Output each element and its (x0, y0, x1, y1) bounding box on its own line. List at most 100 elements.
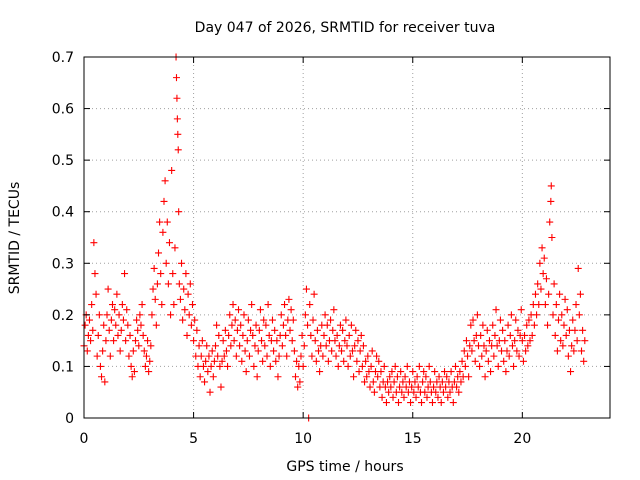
data-point (168, 166, 176, 174)
data-point (159, 228, 167, 236)
data-point (441, 368, 449, 376)
data-point (538, 244, 546, 252)
data-point (437, 399, 445, 407)
data-point (225, 331, 233, 339)
data-point (275, 352, 283, 360)
data-point (91, 270, 99, 278)
data-point (425, 362, 433, 370)
data-point (327, 316, 335, 324)
data-point (368, 347, 376, 355)
data-point (104, 285, 112, 293)
data-point (388, 368, 396, 376)
data-point (331, 337, 339, 345)
data-point (142, 352, 150, 360)
data-point (254, 347, 262, 355)
data-point (201, 378, 209, 386)
data-point (127, 362, 135, 370)
data-point (236, 342, 244, 350)
data-point (216, 362, 224, 370)
data-point (363, 373, 371, 381)
data-point (562, 331, 570, 339)
data-point (271, 326, 279, 334)
data-point (195, 342, 203, 350)
data-point (101, 378, 109, 386)
data-point (335, 342, 343, 350)
data-point (530, 321, 538, 329)
data-point (521, 331, 529, 339)
data-point (140, 347, 148, 355)
data-point (302, 285, 310, 293)
data-point (370, 388, 378, 396)
data-point (308, 352, 316, 360)
data-point (87, 337, 95, 345)
data-point (299, 362, 307, 370)
data-point (169, 270, 177, 278)
data-point (231, 316, 239, 324)
data-point (341, 337, 349, 345)
data-point (428, 399, 436, 407)
data-point (293, 357, 301, 365)
data-point (418, 399, 426, 407)
data-point (243, 337, 251, 345)
data-point (319, 352, 327, 360)
data-point (105, 326, 113, 334)
data-point (523, 321, 531, 329)
data-point (354, 337, 362, 345)
data-point (125, 352, 133, 360)
data-point (285, 295, 293, 303)
data-point (553, 347, 561, 355)
data-point (202, 357, 210, 365)
data-point (478, 352, 486, 360)
data-point (266, 362, 274, 370)
data-point (244, 316, 252, 324)
data-point (502, 368, 510, 376)
x-tick-labels: 0 5 10 15 20 (80, 431, 532, 447)
data-point (501, 337, 509, 345)
data-point (89, 326, 97, 334)
data-point (561, 295, 569, 303)
data-point (137, 321, 145, 329)
data-point (155, 249, 163, 257)
data-point (541, 301, 549, 309)
data-point (264, 301, 272, 309)
data-point (384, 378, 392, 386)
data-point (249, 331, 257, 339)
data-point (132, 337, 140, 345)
data-point (99, 347, 107, 355)
data-point (241, 347, 249, 355)
data-point (558, 311, 566, 319)
data-point (514, 326, 522, 334)
data-point (162, 259, 170, 267)
data-point (149, 285, 157, 293)
data-point (482, 347, 490, 355)
data-point (100, 321, 108, 329)
data-point (401, 373, 409, 381)
data-point (380, 362, 388, 370)
data-point (262, 321, 270, 329)
data-point (499, 326, 507, 334)
data-point (469, 316, 477, 324)
data-point (539, 270, 547, 278)
data-point (205, 352, 213, 360)
data-point (117, 326, 125, 334)
data-point (491, 331, 499, 339)
data-point (461, 362, 469, 370)
data-point (260, 316, 268, 324)
data-point (199, 362, 207, 370)
data-point (156, 218, 164, 226)
data-point (129, 347, 137, 355)
plot-frame (83, 56, 611, 419)
data-point (339, 326, 347, 334)
data-point (449, 399, 457, 407)
data-point (496, 316, 504, 324)
data-point (477, 331, 485, 339)
data-point (315, 347, 323, 355)
data-point (301, 311, 309, 319)
data-point (362, 357, 370, 365)
data-point (193, 326, 201, 334)
data-point (378, 393, 386, 401)
data-point (208, 347, 216, 355)
data-point (333, 331, 341, 339)
data-point (151, 295, 159, 303)
data-point (250, 362, 258, 370)
